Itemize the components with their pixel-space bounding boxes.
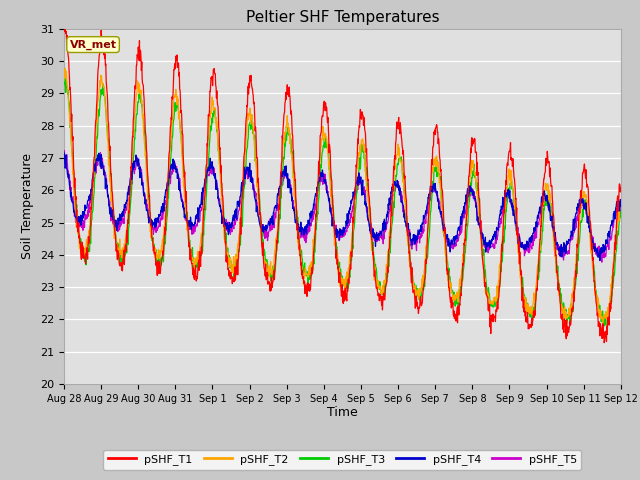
Text: VR_met: VR_met <box>70 39 116 50</box>
Title: Peltier SHF Temperatures: Peltier SHF Temperatures <box>246 10 439 25</box>
X-axis label: Time: Time <box>327 407 358 420</box>
Y-axis label: Soil Temperature: Soil Temperature <box>22 154 35 259</box>
Legend: pSHF_T1, pSHF_T2, pSHF_T3, pSHF_T4, pSHF_T5: pSHF_T1, pSHF_T2, pSHF_T3, pSHF_T4, pSHF… <box>103 450 582 470</box>
